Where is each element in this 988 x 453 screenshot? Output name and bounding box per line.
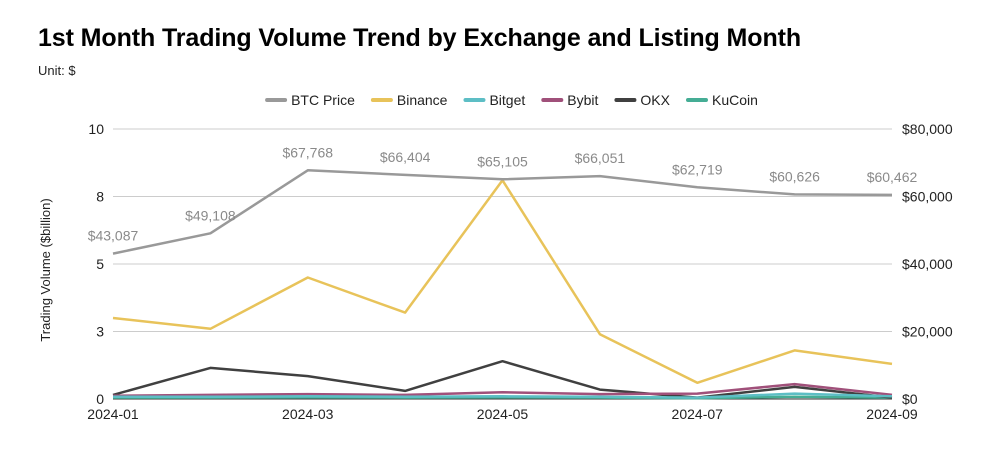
legend-label-bybit: Bybit (567, 92, 598, 108)
btc-price-data-label: $60,462 (867, 169, 918, 185)
data-labels: $43,087 $49,108 $67,768 $66,404 $65,105 $66,0… (88, 144, 918, 243)
series-line-bitget (113, 392, 893, 399)
x-tick-label: 2024-01 (87, 406, 139, 422)
series-lines (112, 169, 893, 400)
y2-tick-label: $80,000 (902, 121, 953, 137)
series-line-okx (112, 359, 893, 399)
legend-label-bitget: Bitget (489, 92, 525, 108)
btc-price-data-label: $67,768 (282, 144, 333, 160)
axis-labels: 0 $0 3 $20,000 5 $40,000 8 $60,000 10 $80,000 2024… (87, 121, 953, 422)
y2-tick-label: $0 (902, 391, 918, 407)
series-line-btc-price (112, 169, 893, 255)
y-tick-label: 8 (96, 189, 104, 205)
y2-tick-label: $60,000 (902, 189, 953, 205)
chart-subtitle: Unit: $ (38, 63, 76, 78)
legend-label-okx: OKX (640, 92, 670, 108)
y2-tick-label: $20,000 (902, 324, 953, 340)
btc-price-data-label: $60,626 (769, 168, 820, 184)
legend-label-binance: Binance (397, 92, 448, 108)
x-tick-label: 2024-03 (282, 406, 334, 422)
y-tick-label: 3 (96, 324, 104, 340)
y2-tick-label: $40,000 (902, 256, 953, 272)
btc-price-data-label: $66,404 (380, 149, 431, 165)
x-tick-label: 2024-07 (672, 406, 724, 422)
btc-price-data-label: $66,051 (575, 150, 626, 166)
y-tick-label: 0 (96, 391, 104, 407)
legend-label-btc-price: BTC Price (291, 92, 355, 108)
y-tick-label: 5 (96, 256, 104, 272)
legend: BTC Price Binance Bitget Bybit OKX KuCoin (265, 92, 758, 108)
btc-price-data-label: $62,719 (672, 161, 723, 177)
y-axis-label: Trading Volume ($billion) (38, 198, 53, 341)
series-line-bybit (112, 382, 893, 398)
x-tick-label: 2024-05 (477, 406, 529, 422)
btc-price-data-label: $49,108 (185, 207, 236, 223)
btc-price-data-label: $65,105 (477, 153, 528, 169)
chart-title: 1st Month Trading Volume Trend by Exchan… (38, 24, 802, 52)
legend-label-kucoin: KuCoin (712, 92, 758, 108)
btc-price-data-label: $43,087 (88, 228, 139, 244)
grid-lines (113, 128, 892, 400)
y-tick-label: 10 (88, 121, 104, 137)
x-tick-label: 2024-09 (866, 406, 918, 422)
